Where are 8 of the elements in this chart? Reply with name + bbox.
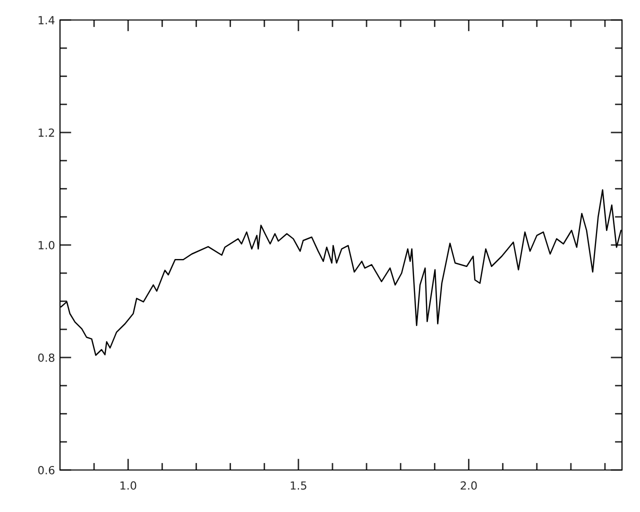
y-tick-label: 0.6 (38, 466, 54, 474)
y-tick-label: 0.8 (38, 353, 54, 362)
x-tick-label: 2.0 (460, 481, 477, 490)
y-tick-label: 1.4 (38, 16, 55, 24)
x-tick-label: 1.5 (290, 481, 306, 490)
y-tick-label: 1.0 (38, 240, 54, 250)
x-tick-label: 1.0 (120, 481, 136, 490)
y-tick-label: 1.2 (38, 128, 54, 137)
